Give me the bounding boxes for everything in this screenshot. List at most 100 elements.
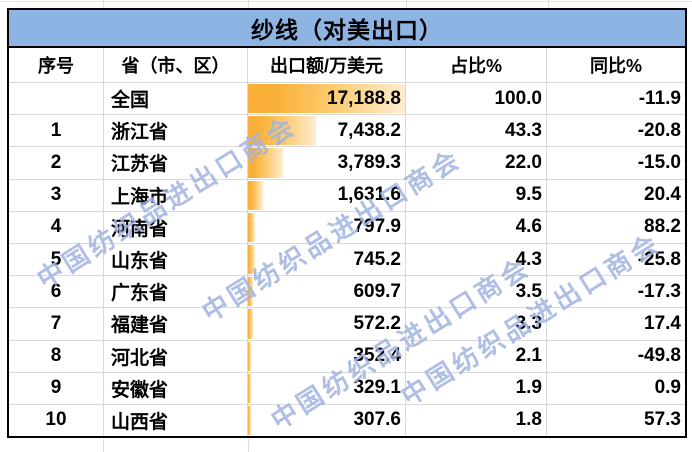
- cell-province: 广东省: [104, 276, 248, 308]
- sheet-gridline: [103, 439, 104, 452]
- export-databar: [248, 244, 255, 275]
- sheet-gridline: [248, 0, 249, 8]
- export-databar: [248, 341, 252, 371]
- table-row: 7 福建省 572.2 3.3 17.4: [9, 308, 685, 341]
- table-row: 8 河北省 352.4 2.1 -49.8: [9, 340, 685, 373]
- export-value: 352.4: [353, 345, 401, 367]
- cell-share: 4.3: [406, 243, 547, 276]
- cell-share: 22.0: [406, 147, 547, 179]
- cell-province: 江苏省: [104, 147, 248, 179]
- cell-serial: 8: [9, 340, 104, 372]
- cell-export: 745.2: [248, 243, 406, 276]
- table-row: 6 广东省 609.7 3.5 -17.3: [9, 276, 685, 309]
- cell-export: 7,438.2: [248, 115, 406, 147]
- cell-serial: 2: [9, 147, 104, 179]
- cell-share: 1.8: [406, 404, 547, 437]
- cell-province: 安徽省: [104, 372, 248, 404]
- export-value: 609.7: [353, 280, 401, 302]
- cell-serial: 10: [9, 404, 104, 437]
- cell-province: 全国: [104, 83, 248, 115]
- cell-serial: 3: [9, 179, 104, 211]
- table-body: 全国 17,188.8 100.0 -11.9 1 浙江省 7,438.2 43…: [9, 83, 685, 437]
- cell-yoy: -15.0: [637, 151, 681, 173]
- column-header-export: 出口额/万美元: [248, 48, 406, 82]
- cell-yoy: -49.8: [637, 345, 681, 367]
- sheet-gridline: [103, 0, 104, 8]
- cell-yoy: 57.3: [644, 409, 681, 431]
- table-row: 9 安徽省 329.1 1.9 0.9: [9, 372, 685, 405]
- cell-export: 3,789.3: [248, 147, 406, 179]
- header-row: 序号 省（市、区） 出口额/万美元 占比% 同比%: [9, 48, 685, 83]
- cell-serial: 6: [9, 276, 104, 308]
- cell-province: 河南省: [104, 211, 248, 243]
- cell-yoy: 0.9: [654, 377, 681, 399]
- table-title: 纱线（对美出口）: [9, 10, 685, 48]
- cell-export: 609.7: [248, 276, 406, 308]
- cell-share: 3.5: [406, 276, 547, 308]
- cell-serial: 1: [9, 115, 104, 147]
- cell-province: 浙江省: [104, 115, 248, 147]
- cell-export: 797.9: [248, 211, 406, 243]
- cell-share: 2.1: [406, 340, 547, 372]
- cell-share: 9.5: [406, 179, 547, 211]
- cell-export: 572.2: [248, 308, 406, 340]
- cell-export: 1,631.6: [248, 179, 406, 211]
- export-databar: [248, 148, 283, 178]
- cell-yoy: -25.8: [637, 248, 681, 270]
- cell-export: 307.6: [248, 404, 406, 437]
- table-row: 5 山东省 745.2 4.3 -25.8: [9, 243, 685, 277]
- sheet-gridline: [548, 0, 549, 8]
- cell-share: 4.6: [406, 211, 547, 243]
- cell-yoy: 88.2: [644, 216, 681, 238]
- cell-yoy: 17.4: [644, 312, 681, 334]
- export-value: 572.2: [353, 312, 401, 334]
- cell-province: 福建省: [104, 308, 248, 340]
- export-table: 纱线（对美出口） 序号 省（市、区） 出口额/万美元 占比% 同比% 全国 17…: [7, 8, 687, 438]
- cell-export: 329.1: [248, 372, 406, 404]
- cell-serial: 9: [9, 372, 104, 404]
- export-databar: [248, 373, 251, 403]
- table-row: 4 河南省 797.9 4.6 88.2: [9, 211, 685, 244]
- table-row: 全国 17,188.8 100.0 -11.9: [9, 83, 685, 116]
- cell-serial: 4: [9, 211, 104, 243]
- cell-export: 352.4: [248, 340, 406, 372]
- column-header-serial: 序号: [9, 48, 104, 82]
- sheet-gridline: [248, 439, 249, 452]
- column-header-yoy: 同比%: [589, 56, 642, 76]
- export-value: 1,631.6: [337, 184, 401, 206]
- cell-province: 山东省: [104, 243, 248, 276]
- cell-yoy: -20.8: [637, 119, 681, 141]
- export-value: 307.6: [353, 409, 401, 431]
- table-row: 2 江苏省 3,789.3 22.0 -15.0: [9, 147, 685, 180]
- cell-province: 山西省: [104, 404, 248, 437]
- cell-province: 上海市: [104, 179, 248, 211]
- column-header-province: 省（市、区）: [104, 48, 248, 82]
- export-databar: [248, 84, 405, 114]
- cell-share: 100.0: [406, 83, 547, 115]
- cell-yoy: -17.3: [637, 280, 681, 302]
- export-databar: [248, 180, 263, 210]
- export-databar: [248, 405, 251, 436]
- cell-province: 河北省: [104, 340, 248, 372]
- export-value: 17,188.8: [327, 87, 401, 109]
- table-row: 3 上海市 1,631.6 9.5 20.4: [9, 179, 685, 212]
- table-row: 1 浙江省 7,438.2 43.3 -20.8: [9, 115, 685, 148]
- export-value: 329.1: [353, 377, 401, 399]
- export-databar: [248, 277, 254, 307]
- table-row: 10 山西省 307.6 1.8 57.3: [9, 404, 685, 437]
- export-databar: [248, 212, 256, 242]
- cell-yoy: 20.4: [644, 184, 681, 206]
- cell-serial: [9, 83, 104, 115]
- sheet-gridline: [406, 0, 407, 8]
- column-header-share: 占比%: [406, 48, 547, 82]
- export-value: 3,789.3: [337, 151, 401, 173]
- export-databar: [248, 116, 316, 146]
- cell-export: 17,188.8: [248, 83, 406, 115]
- cell-share: 1.9: [406, 372, 547, 404]
- export-value: 745.2: [353, 248, 401, 270]
- export-value: 797.9: [353, 216, 401, 238]
- cell-serial: 7: [9, 308, 104, 340]
- cell-share: 3.3: [406, 308, 547, 340]
- cell-share: 43.3: [406, 115, 547, 147]
